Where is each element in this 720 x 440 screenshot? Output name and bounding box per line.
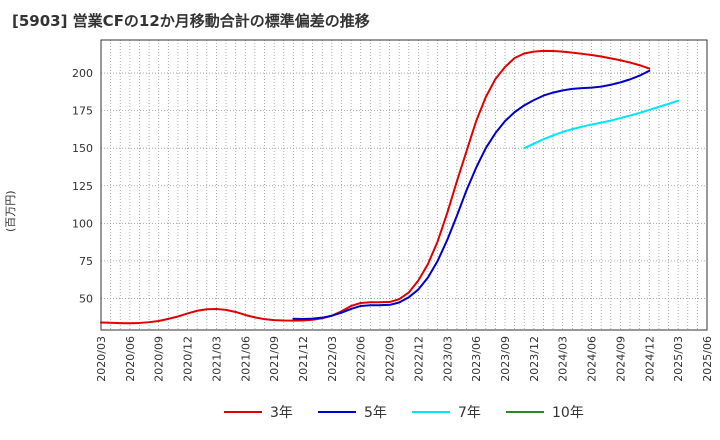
series-line-5年 xyxy=(292,69,651,321)
x-tick-label: 2020/06 xyxy=(124,336,137,382)
legend-label: 3年 xyxy=(270,405,293,421)
grid-lines xyxy=(100,40,708,330)
legend-label: 7年 xyxy=(458,405,481,421)
x-tick-label: 2023/09 xyxy=(499,336,512,382)
line-chart: 50 75 100 125 150 175 200 2020/03 2020/06 2020/09… xyxy=(72,39,714,382)
x-tick-label: 2024/12 xyxy=(643,336,656,382)
y-tick-label: 100 xyxy=(72,217,93,230)
x-tick-label: 2021/06 xyxy=(239,336,252,382)
y-tick-label: 150 xyxy=(72,142,93,155)
x-tick-label: 2024/06 xyxy=(586,336,599,382)
legend-item: 5年 xyxy=(318,402,387,422)
y-tick-label: 175 xyxy=(72,105,93,118)
legend-swatch xyxy=(412,411,450,413)
y-tick-label: 200 xyxy=(72,67,93,80)
x-tick-label: 2025/03 xyxy=(672,336,685,382)
x-tick-label: 2022/09 xyxy=(384,336,397,382)
x-tick-label: 2021/09 xyxy=(268,336,281,382)
x-tick-label: 2020/09 xyxy=(153,336,166,382)
legend-swatch xyxy=(224,411,262,413)
plot-area-frame xyxy=(100,39,708,331)
x-tick-label: 2020/12 xyxy=(182,336,195,382)
x-tick-label: 2020/03 xyxy=(95,336,108,382)
legend-item: 7年 xyxy=(412,402,481,422)
x-tick-label: 2022/03 xyxy=(326,336,339,382)
legend-swatch xyxy=(506,411,544,413)
x-tick-label: 2021/12 xyxy=(297,336,310,382)
legend-label: 10年 xyxy=(552,405,584,421)
x-tick-label: 2021/03 xyxy=(210,336,223,382)
legend-label: 5年 xyxy=(364,405,387,421)
y-tick-label: 50 xyxy=(79,292,93,305)
series-lines xyxy=(100,49,680,325)
x-tick-label: 2023/03 xyxy=(441,336,454,382)
x-tick-label: 2022/12 xyxy=(412,336,425,382)
y-tick-label: 125 xyxy=(72,180,93,193)
axes xyxy=(100,39,708,331)
chart-title: [5903] 営業CFの12か月移動合計の標準偏差の推移 xyxy=(12,12,370,30)
series-line-3年 xyxy=(100,49,651,325)
tick-labels: 50 75 100 125 150 175 200 2020/03 2020/06 2020/09… xyxy=(72,67,714,382)
legend-swatch xyxy=(318,411,356,413)
x-tick-label: 2023/06 xyxy=(470,336,483,382)
x-tick-label: 2022/06 xyxy=(355,336,368,382)
x-tick-label: 2023/12 xyxy=(528,336,541,382)
x-tick-label: 2024/09 xyxy=(614,336,627,382)
legend-item: 10年 xyxy=(506,402,584,422)
x-tick-label: 2025/06 xyxy=(701,336,714,382)
legend-item: 3年 xyxy=(224,402,293,422)
series-line-7年 xyxy=(523,99,680,150)
y-tick-label: 75 xyxy=(79,255,93,268)
x-tick-label: 2024/03 xyxy=(557,336,570,382)
legend: 3年 5年 7年 10年 xyxy=(0,402,720,426)
